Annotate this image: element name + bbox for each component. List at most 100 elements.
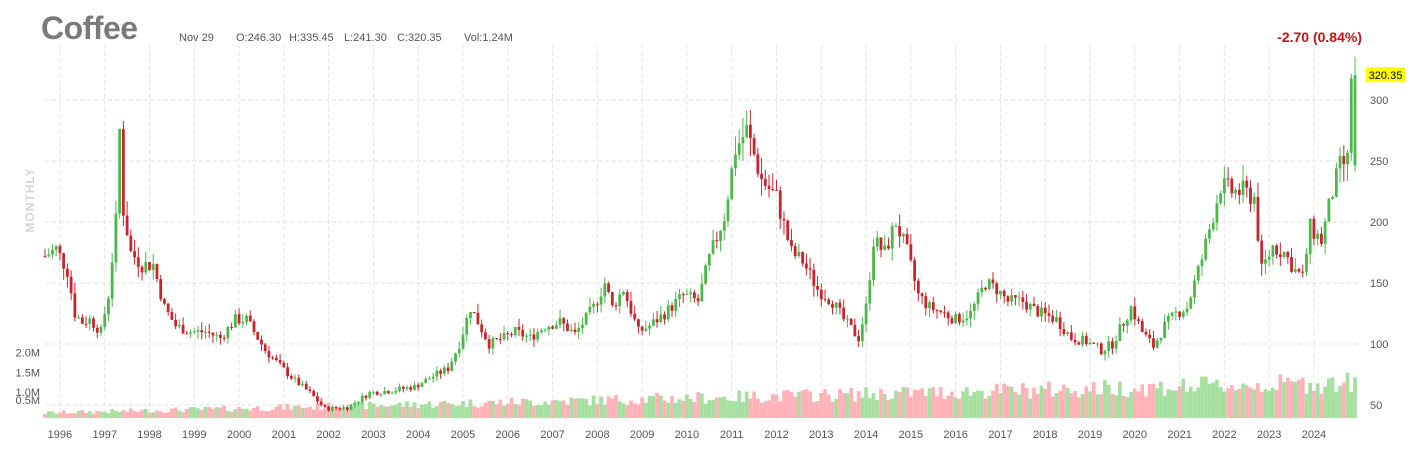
volume-bar — [1028, 398, 1033, 418]
candle-body — [1170, 312, 1174, 317]
volume-bar — [1256, 383, 1260, 418]
candle-body — [1193, 280, 1196, 298]
volume-bar — [84, 413, 88, 418]
volume-bar — [897, 392, 902, 418]
volume-bar — [196, 408, 200, 418]
candle-body — [1346, 152, 1349, 165]
volume-bar — [1132, 388, 1137, 418]
candle-body — [1222, 178, 1226, 194]
volume-bar — [240, 409, 245, 418]
volume-bar — [580, 398, 585, 418]
candle-body — [342, 407, 345, 410]
volume-bar — [927, 388, 932, 418]
volume-bar — [367, 401, 372, 418]
candle-body — [118, 129, 122, 214]
volume-bar — [703, 403, 708, 418]
x-tick-label: 2022 — [1212, 429, 1236, 441]
volume-bar — [464, 407, 469, 418]
volume-bar — [1278, 374, 1283, 418]
candle-body — [879, 237, 883, 250]
candle-body — [767, 185, 771, 189]
candle-body — [390, 392, 394, 394]
volume-bar — [1084, 386, 1089, 418]
candle-body — [230, 327, 234, 329]
volume-bar — [532, 405, 536, 418]
candle-body — [334, 406, 338, 409]
volume-bar — [1285, 377, 1290, 418]
candle-body — [177, 324, 181, 327]
candle-body — [401, 386, 405, 389]
candle-body — [588, 306, 592, 313]
volume-bar — [1099, 394, 1104, 418]
volume-bar — [752, 391, 756, 418]
candle-body — [394, 390, 398, 393]
volume-bar — [1047, 381, 1051, 418]
x-tick-label: 2016 — [943, 429, 967, 441]
volume-bar — [1054, 392, 1059, 418]
candle-body — [62, 253, 66, 269]
volume-bar — [323, 408, 327, 418]
volume-bar — [778, 401, 783, 418]
x-tick-label: 2003 — [361, 429, 385, 441]
volume-bar — [487, 400, 491, 418]
y-tick-label: 250 — [1370, 156, 1388, 168]
candle-body — [286, 367, 289, 376]
period-label: MONTHLY — [23, 167, 37, 233]
volume-bar — [158, 411, 163, 418]
volume-bar — [909, 396, 913, 418]
volume-bar — [192, 407, 197, 418]
candle-body — [1301, 271, 1305, 273]
candle-body — [711, 240, 715, 254]
candle-body — [487, 339, 491, 349]
candle-body — [685, 293, 689, 295]
volume-bar — [80, 410, 85, 418]
volume-bar — [207, 407, 212, 418]
candle-body — [166, 303, 170, 312]
volume-bar — [692, 402, 697, 418]
candle-body — [245, 315, 248, 322]
candle-body — [846, 318, 849, 320]
volume-bar — [494, 404, 499, 418]
volume-bar — [102, 411, 107, 418]
volume-bar — [214, 407, 219, 418]
volume-bar — [423, 404, 428, 418]
volume-bar — [1185, 391, 1189, 418]
volume-bar — [449, 403, 454, 418]
volume-bar — [733, 401, 738, 418]
candle-body — [1152, 338, 1155, 348]
candle-body — [573, 329, 577, 332]
volume-bar — [655, 393, 659, 418]
ohlc-date: Nov 29 — [179, 32, 214, 44]
candle-body — [1133, 306, 1137, 320]
candle-body — [144, 262, 148, 273]
candle-body — [965, 318, 969, 321]
candle-body — [804, 263, 808, 269]
candle-body — [551, 326, 554, 329]
candle-body — [196, 330, 200, 332]
volume-bar — [621, 403, 626, 418]
volume-bar — [1050, 396, 1055, 418]
volume-bar — [382, 406, 387, 418]
candle-body — [1327, 198, 1331, 222]
volume-bar — [1002, 383, 1007, 418]
candle-body — [506, 333, 510, 335]
candle-body — [1181, 312, 1185, 317]
candle-body — [1103, 350, 1107, 355]
volume-bar — [1103, 380, 1107, 418]
volume-bar — [1177, 386, 1182, 418]
volume-bar — [345, 409, 350, 418]
volume-bar — [718, 397, 723, 418]
volume-bar — [763, 401, 768, 418]
volume-bar — [838, 388, 842, 418]
candle-body — [1312, 218, 1316, 239]
volume-bar — [468, 399, 473, 418]
volume-bar — [573, 398, 577, 418]
volume-bar — [1024, 387, 1029, 418]
candle-body — [1166, 316, 1170, 322]
candle-body — [539, 330, 543, 333]
volume-bar — [1147, 384, 1152, 418]
candle-body — [1316, 233, 1320, 239]
volume-bar — [199, 409, 204, 418]
volume-bar — [1043, 389, 1048, 418]
